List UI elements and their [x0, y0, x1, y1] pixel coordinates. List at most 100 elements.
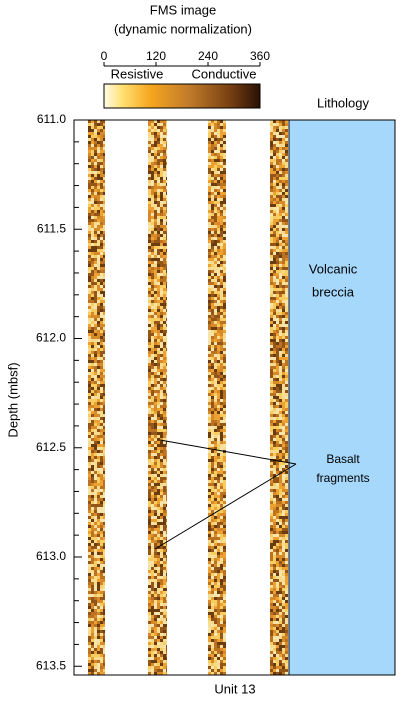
image-pixel	[148, 522, 151, 525]
image-pixel	[97, 144, 100, 147]
image-pixel	[208, 135, 211, 138]
image-pixel	[285, 273, 288, 276]
image-pixel	[91, 183, 94, 186]
image-pixel	[97, 303, 100, 306]
image-pixel	[97, 621, 100, 624]
image-pixel	[88, 297, 91, 300]
image-pixel	[285, 582, 288, 585]
image-pixel	[100, 582, 103, 585]
image-pixel	[273, 624, 276, 627]
image-pixel	[214, 339, 217, 342]
image-pixel	[220, 540, 223, 543]
image-pixel	[166, 336, 167, 339]
image-pixel	[208, 633, 211, 636]
image-pixel	[279, 357, 282, 360]
image-pixel	[270, 648, 273, 651]
image-pixel	[94, 558, 97, 561]
image-pixel	[157, 531, 160, 534]
image-pixel	[270, 390, 273, 393]
image-pixel	[223, 660, 226, 663]
image-pixel	[154, 405, 157, 408]
image-pixel	[97, 633, 100, 636]
image-pixel	[163, 141, 166, 144]
image-pixel	[148, 492, 151, 495]
image-pixel	[166, 636, 167, 639]
image-pixel	[91, 639, 94, 642]
image-pixel	[160, 621, 163, 624]
image-pixel	[163, 648, 166, 651]
image-pixel	[270, 522, 273, 525]
image-pixel	[273, 240, 276, 243]
image-pixel	[279, 504, 282, 507]
image-pixel	[217, 555, 220, 558]
image-pixel	[148, 447, 151, 450]
image-pixel	[148, 183, 151, 186]
image-pixel	[217, 213, 220, 216]
image-pixel	[282, 606, 285, 609]
image-pixel	[97, 414, 100, 417]
image-pixel	[282, 327, 285, 330]
image-pixel	[91, 651, 94, 654]
image-pixel	[166, 372, 167, 375]
image-pixel	[163, 564, 166, 567]
image-pixel	[100, 615, 103, 618]
image-pixel	[100, 210, 103, 213]
image-pixel	[217, 279, 220, 282]
image-pixel	[97, 276, 100, 279]
image-pixel	[103, 153, 105, 156]
image-pixel	[160, 258, 163, 261]
image-pixel	[282, 159, 285, 162]
image-pixel	[276, 606, 279, 609]
image-pixel	[285, 240, 288, 243]
image-pixel	[217, 507, 220, 510]
image-pixel	[208, 654, 211, 657]
image-pixel	[94, 339, 97, 342]
image-pixel	[273, 525, 276, 528]
image-pixel	[157, 369, 160, 372]
image-pixel	[217, 138, 220, 141]
image-pixel	[270, 282, 273, 285]
image-pixel	[160, 555, 163, 558]
image-pixel	[88, 339, 91, 342]
image-pixel	[103, 195, 105, 198]
image-pixel	[270, 192, 273, 195]
image-pixel	[151, 294, 154, 297]
image-pixel	[100, 453, 103, 456]
image-pixel	[97, 270, 100, 273]
image-pixel	[279, 486, 282, 489]
image-pixel	[148, 384, 151, 387]
image-pixel	[285, 615, 288, 618]
image-pixel	[276, 417, 279, 420]
image-pixel	[208, 321, 211, 324]
image-pixel	[103, 555, 105, 558]
image-pixel	[214, 576, 217, 579]
image-pixel	[157, 654, 160, 657]
image-pixel	[148, 354, 151, 357]
image-pixel	[91, 354, 94, 357]
image-pixel	[160, 189, 163, 192]
image-pixel	[282, 132, 285, 135]
image-pixel	[270, 243, 273, 246]
image-pixel	[223, 609, 226, 612]
image-pixel	[157, 354, 160, 357]
image-pixel	[103, 525, 105, 528]
image-pixel	[97, 537, 100, 540]
image-pixel	[157, 345, 160, 348]
image-pixel	[220, 312, 223, 315]
image-pixel	[285, 558, 288, 561]
image-pixel	[160, 453, 163, 456]
image-pixel	[103, 594, 105, 597]
image-pixel	[285, 360, 288, 363]
image-pixel	[91, 519, 94, 522]
image-pixel	[100, 216, 103, 219]
image-pixel	[163, 477, 166, 480]
image-pixel	[279, 216, 282, 219]
image-pixel	[151, 444, 154, 447]
image-pixel	[148, 168, 151, 171]
image-pixel	[88, 363, 91, 366]
image-pixel	[220, 147, 223, 150]
image-pixel	[273, 576, 276, 579]
image-pixel	[220, 282, 223, 285]
image-pixel	[88, 546, 91, 549]
image-pixel	[103, 426, 105, 429]
